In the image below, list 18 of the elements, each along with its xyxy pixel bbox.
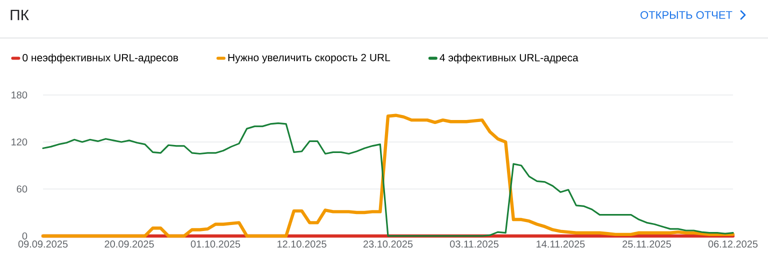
x-tick-label: 25.11.2025: [622, 240, 671, 248]
x-tick-label: 06.12.2025: [708, 240, 758, 248]
x-tick-label: 12.10.2025: [278, 240, 326, 248]
legend-label: 0 неэффективных URL-адресов: [22, 54, 178, 64]
x-tick-label: 23.10.2025: [363, 240, 413, 248]
y-tick-label: 60: [16, 185, 28, 193]
chart-title: ПК: [10, 10, 29, 20]
y-tick-label: 180: [12, 91, 28, 99]
x-tick-label: 20.09.2025: [104, 240, 154, 248]
x-tick-label: 14.11.2025: [536, 240, 585, 248]
y-tick-label: 0: [22, 232, 28, 240]
x-tick-label: 01.10.2025: [190, 240, 240, 248]
legend-label: 4 эффективных URL-адреса: [440, 54, 578, 64]
x-tick-label: 03.11.2025: [450, 240, 498, 248]
y-tick-label: 120: [12, 138, 28, 146]
text: ОТКРЫТЬ ОТЧЕТ: [640, 11, 732, 19]
x-tick-label: 09.09.2025: [18, 240, 68, 248]
legend-label: Нужно увеличить скорость 2 URL: [228, 54, 390, 64]
